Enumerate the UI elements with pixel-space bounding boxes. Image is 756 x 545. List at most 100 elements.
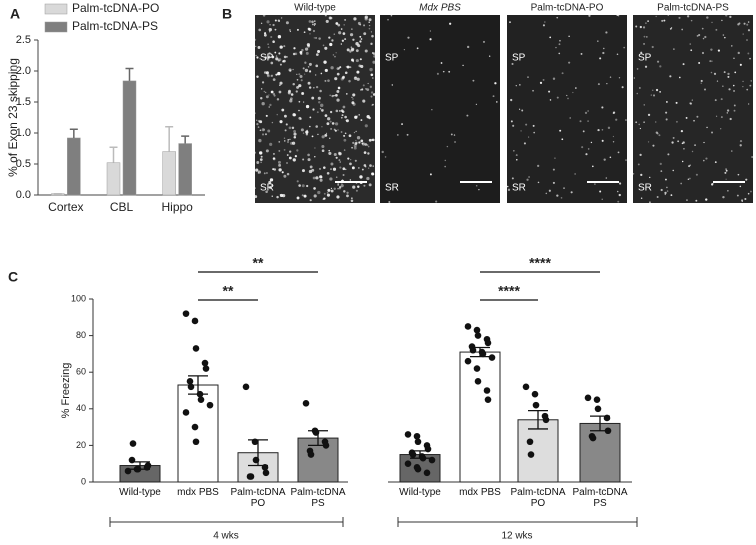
texture-dot [259,158,263,162]
texture-dot [278,168,282,172]
texture-dot [642,26,646,29]
texture-dot [733,109,736,112]
texture-dot [640,51,643,54]
texture-dot [335,22,339,25]
texture-dot [603,47,605,50]
texture-dot [313,37,316,39]
texture-dot [318,37,321,40]
texture-dot [335,176,338,179]
texture-dot [646,36,648,38]
data-point [428,456,436,464]
texture-dot [710,48,713,51]
texture-dot [372,93,376,96]
texture-dot [362,84,365,87]
texture-dot [300,128,304,132]
data-point [488,354,496,361]
texture-dot [339,161,341,163]
texture-dot [363,164,367,167]
texture-dot [724,171,727,174]
texture-dot [355,49,359,53]
texture-dot [406,133,409,136]
texture-dot [429,173,432,176]
texture-dot [444,165,446,168]
texture-dot [284,140,286,142]
texture-dot [349,66,352,69]
texture-dot [552,77,556,80]
texture-dot [711,131,713,134]
micrograph [507,15,627,203]
texture-dot [706,16,709,19]
texture-dot [555,46,557,49]
texture-dot [333,187,336,190]
texture-dot [612,141,615,143]
texture-dot [330,128,332,130]
texture-dot [355,139,357,142]
y-tick-label: 2.5 [16,34,31,46]
texture-dot [512,124,515,127]
texture-dot [615,118,618,121]
texture-dot [339,166,342,169]
texture-dot [261,102,265,106]
texture-dot [369,164,372,167]
texture-dot [335,52,337,54]
texture-dot [736,194,739,197]
texture-dot [264,32,267,35]
texture-dot [351,96,353,98]
texture-dot [739,185,742,188]
texture-dot [655,88,659,92]
texture-dot [669,75,672,78]
significance-label: ** [253,255,264,271]
texture-dot [301,169,305,173]
texture-dot [359,23,362,26]
texture-dot [644,65,648,68]
texture-dot [727,75,730,78]
image-title: Wild-type [294,3,336,14]
texture-dot [366,176,370,181]
texture-dot [262,14,266,17]
texture-dot [368,18,372,22]
texture-dot [623,46,626,49]
texture-dot [711,60,713,62]
texture-dot [638,86,641,89]
texture-dot [267,74,269,77]
texture-dot [581,146,584,149]
data-point [261,464,269,471]
texture-dot [698,33,701,37]
texture-dot [678,16,681,19]
texture-dot [363,184,366,187]
texture-dot [345,93,348,95]
texture-dot [302,158,305,161]
texture-dot [647,113,651,117]
texture-dot [370,95,373,98]
texture-dot [325,132,328,135]
texture-dot [321,126,323,128]
texture-dot [650,94,652,96]
texture-dot [304,73,306,75]
texture-dot [352,38,355,41]
data-point [197,396,205,403]
texture-dot [270,35,273,39]
texture-dot [351,197,353,199]
data-point [196,390,204,398]
texture-dot [260,22,263,25]
texture-dot [277,71,281,76]
texture-dot [292,82,295,86]
texture-dot [558,43,561,46]
texture-dot [526,178,529,181]
texture-dot [263,90,266,93]
x-tick-label: Palm-tcDNA PS [290,487,346,509]
texture-dot [342,173,345,176]
texture-dot [346,65,350,69]
texture-dot [616,190,619,193]
data-point [589,434,597,442]
texture-dot [649,176,651,179]
texture-dot [672,136,675,139]
texture-dot [701,27,704,30]
texture-dot [334,55,336,58]
texture-dot [556,194,559,197]
texture-dot [569,117,571,119]
texture-dot [307,158,311,162]
bar [177,384,219,483]
texture-dot [342,32,346,35]
texture-dot [730,150,733,152]
